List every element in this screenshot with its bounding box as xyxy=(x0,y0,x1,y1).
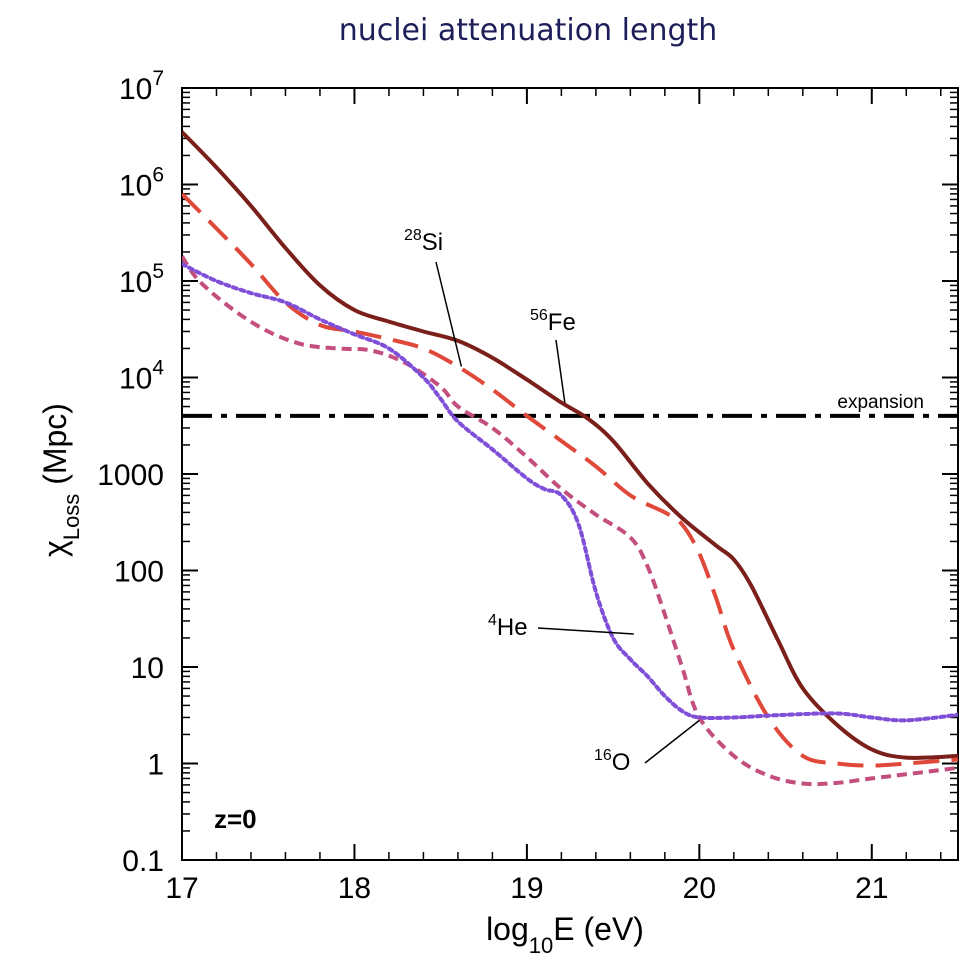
y-tick-label: 100 xyxy=(114,556,164,589)
y-axis-label: χLoss (Mpc) xyxy=(37,403,84,557)
x-tick-label: 17 xyxy=(165,872,198,905)
leader-line-56Fe xyxy=(555,339,566,403)
y-tick-label: 104 xyxy=(119,357,164,396)
x-tick-label: 20 xyxy=(683,872,716,905)
series-label-4He: 4He xyxy=(488,612,528,641)
plot-area xyxy=(181,87,959,861)
series-layer xyxy=(182,130,958,787)
series-label-16O: 16O xyxy=(594,747,630,776)
series-line-28Si xyxy=(182,192,958,768)
y-axis: 0.1 1 10 100 1000 104 105 106 107 xyxy=(97,67,958,878)
y-tick-label: 0.1 xyxy=(122,845,164,878)
series-line-4He xyxy=(182,262,958,723)
y-tick-label: 106 xyxy=(119,164,164,203)
y-tick-label: 1 xyxy=(147,749,164,782)
x-tick-label: 18 xyxy=(338,872,371,905)
chart-title: nuclei attenuation length xyxy=(339,13,718,48)
y-tick-label: 107 xyxy=(119,67,164,106)
y-tick-label: 105 xyxy=(119,260,164,299)
series-label-56Fe: 56Fe xyxy=(530,307,576,336)
leader-line-4He xyxy=(537,627,634,635)
series-label-28Si: 28Si xyxy=(404,227,443,256)
x-tick-label: 19 xyxy=(510,872,543,905)
series-line-56Fe xyxy=(182,130,958,760)
expansion-reference: expansion xyxy=(182,392,958,418)
annotations: 28Si 56Fe 4He 16O xyxy=(404,227,700,776)
y-tick-label: 10 xyxy=(131,652,164,685)
x-axis: 17 18 19 20 21 xyxy=(165,88,942,905)
series-line-16O xyxy=(182,255,958,787)
leader-line-16O xyxy=(644,719,700,764)
expansion-label: expansion xyxy=(837,392,924,413)
x-tick-label: 21 xyxy=(855,872,888,905)
leader-line-28Si xyxy=(435,261,463,367)
x-axis-label: log10E (eV) xyxy=(486,911,644,958)
inset-label: z=0 xyxy=(214,804,257,834)
y-tick-label: 1000 xyxy=(97,459,164,492)
